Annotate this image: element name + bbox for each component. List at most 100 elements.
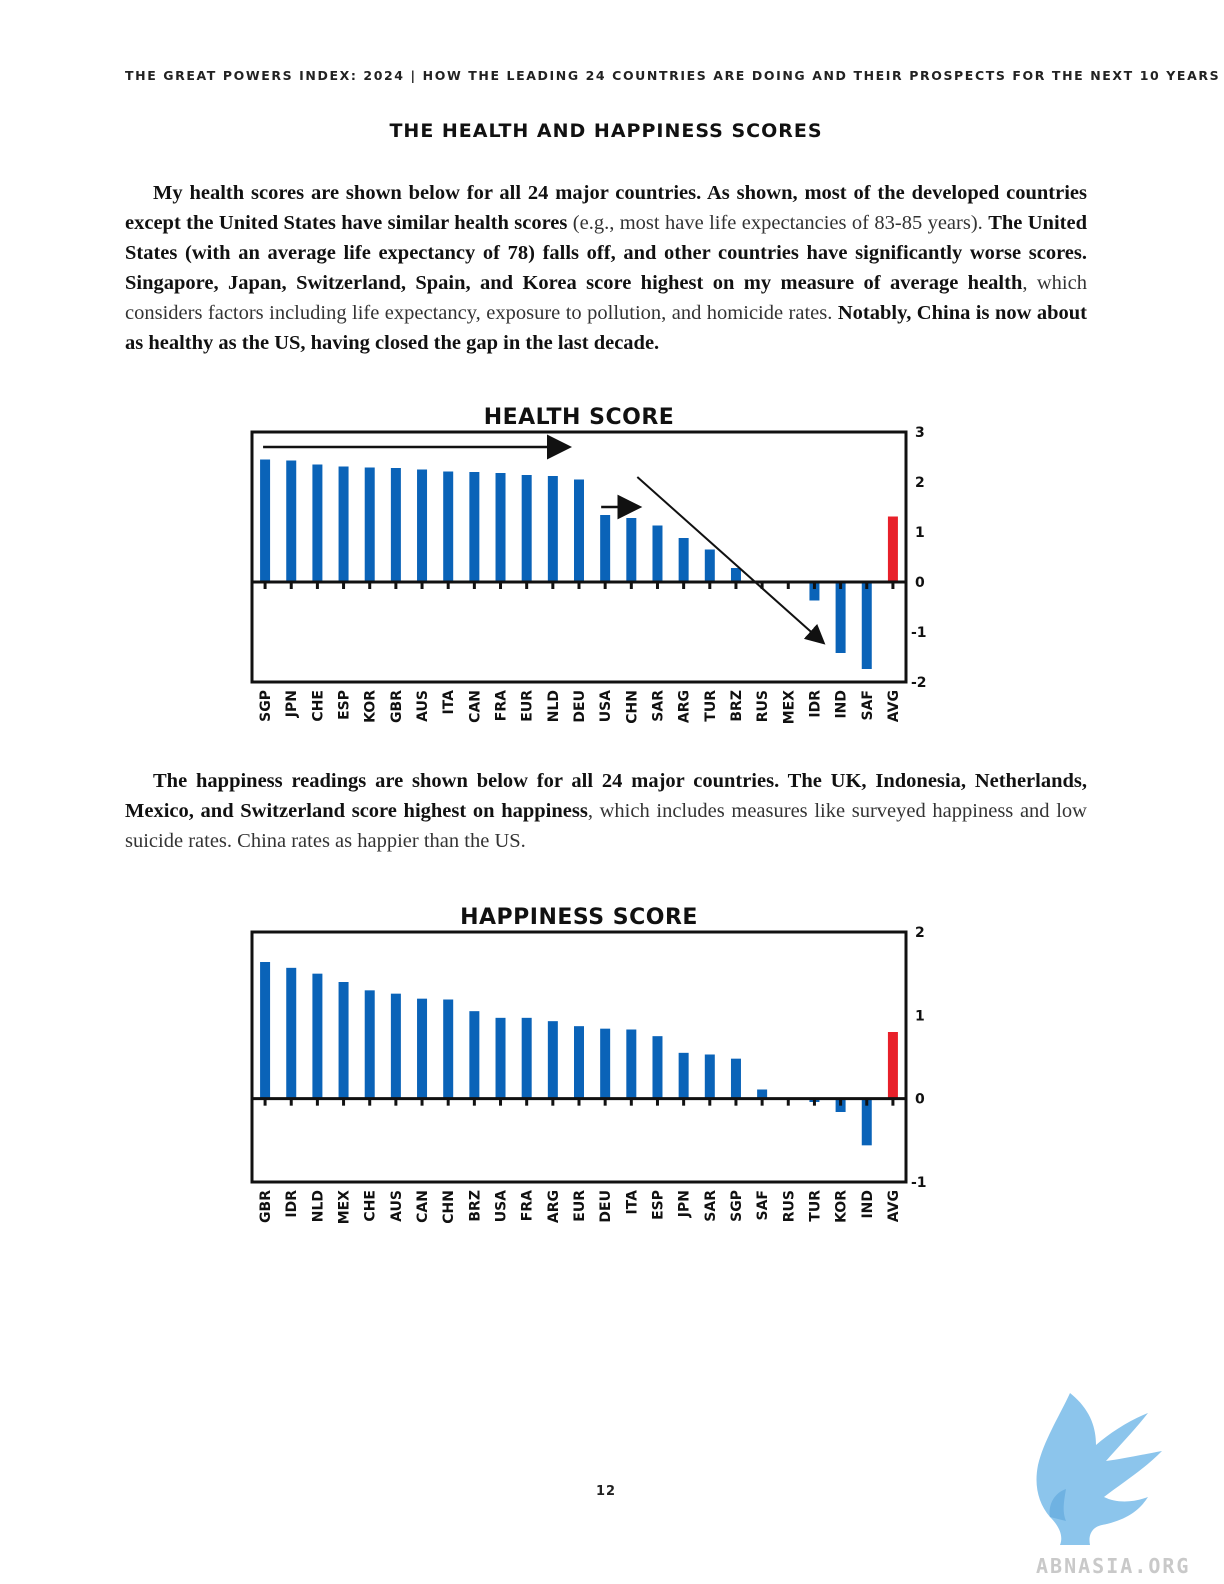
bar-chn [626, 518, 637, 582]
bar-usa [600, 515, 611, 582]
bar-arg [547, 1021, 558, 1099]
category-label: CHE [363, 1190, 379, 1222]
y-tick-label: 3 [915, 425, 925, 441]
health-paragraph: My health scores are shown below for all… [125, 178, 1087, 358]
health-score-chart: HEALTH SCORE SGP JPN CHE ESP KOR GBR AUS ITA CAN F… [0, 0, 1224, 765]
bar-chn [443, 999, 454, 1099]
bar-sar [652, 525, 663, 582]
category-label: SGP [729, 1190, 745, 1222]
bar-eur [574, 1026, 584, 1099]
bar-gbr [390, 468, 401, 582]
bar-ind [861, 1098, 872, 1146]
bar-idr [286, 967, 297, 1099]
bar-che [364, 990, 375, 1099]
happiness-score-chart-svg: HAPPINESS SCORE GBR IDR NLD MEX CHE AUS CAN CHN B… [250, 905, 927, 1224]
category-label: IND [834, 690, 850, 719]
bar-mex [338, 982, 349, 1099]
bar-eur [521, 475, 532, 582]
category-label: DEU [572, 690, 588, 723]
y-tick-label: 0 [915, 1092, 925, 1108]
category-label: FRA [520, 1190, 536, 1221]
category-label: EUR [520, 690, 536, 722]
bar-deu [574, 479, 584, 582]
bar-sgp [260, 459, 271, 582]
bar-nld [547, 476, 558, 582]
category-label: KOR [834, 1190, 850, 1223]
category-label: ITA [624, 1190, 640, 1215]
health-paragraph-bold-2: The United States (with an average life … [125, 212, 1087, 294]
health-paragraph-bold-3: Notably, China is now about as healthy a… [125, 302, 1087, 354]
category-label: SAR [650, 690, 666, 722]
category-label: AUS [415, 690, 431, 722]
category-label: NLD [310, 1190, 326, 1222]
bar-deu [600, 1028, 611, 1099]
category-label: DEU [598, 1190, 614, 1223]
decline-arrow [636, 476, 826, 645]
category-label: TUR [703, 690, 719, 722]
bar-idr [809, 582, 820, 601]
bar-tur [704, 549, 715, 582]
happiness-score-chart: HAPPINESS SCORE GBR IDR NLD MEX CHE AUS CAN CHN B… [250, 905, 927, 1224]
bar-fra [495, 473, 506, 582]
category-label: CHE [310, 690, 326, 722]
bar-esp [338, 466, 349, 582]
category-label: JPN [284, 690, 300, 718]
bar-brz [469, 1011, 480, 1099]
category-label: KOR [363, 690, 379, 723]
chart-title: HAPPINESS SCORE [460, 905, 698, 930]
bar-brz [730, 568, 741, 582]
bar-fra [521, 1017, 532, 1099]
bar-gbr [260, 962, 271, 1099]
y-tick-label: 1 [915, 525, 925, 541]
bar-usa [495, 1017, 506, 1099]
bar-sgp [730, 1058, 741, 1099]
category-label: BRZ [729, 690, 745, 722]
bar-avg [887, 516, 898, 582]
bar-kor [364, 467, 375, 582]
category-label: TUR [807, 1190, 823, 1222]
category-label: GBR [258, 1190, 274, 1223]
happiness-paragraph-bold-1: The happiness readings are shown below f… [125, 770, 1087, 822]
bar-jpn [286, 460, 297, 582]
section-title: THE HEALTH AND HAPPINESS SCORES [389, 120, 823, 142]
bar-ita [626, 1029, 637, 1099]
bar-sar [704, 1054, 715, 1099]
category-label: JPN [677, 1190, 693, 1218]
y-tick-label: -1 [911, 625, 927, 641]
bar-ita [443, 471, 454, 582]
health-paragraph-text-1: (e.g., most have life expectancies of 83… [567, 212, 989, 234]
category-label: RUS [755, 690, 771, 722]
category-label: EUR [572, 1190, 588, 1222]
category-label: ARG [546, 1190, 562, 1223]
category-label: GBR [389, 690, 405, 723]
category-label: MEX [337, 1190, 353, 1224]
health-paragraph-bold-1: My health scores are shown below for all… [125, 182, 1087, 234]
watermark-logo [1036, 1393, 1162, 1545]
health-score-chart-svg: HEALTH SCORE SGP JPN CHE ESP KOR GBR AUS ITA CAN F… [250, 405, 927, 724]
plot-frame [250, 930, 908, 1184]
category-label: CHN [624, 690, 640, 724]
category-label: MEX [781, 690, 797, 724]
category-label: AVG [886, 690, 902, 722]
bar-can [469, 472, 480, 582]
category-label: CAN [415, 1190, 431, 1223]
category-label: BRZ [467, 1190, 483, 1222]
bar-aus [417, 469, 428, 582]
category-label: IDR [284, 1190, 300, 1218]
bar-ind [835, 582, 846, 653]
bar-che [312, 464, 323, 582]
category-label: ITA [441, 690, 457, 715]
category-label: SAF [755, 1190, 771, 1220]
category-label: IDR [807, 690, 823, 718]
y-tick-label: 0 [915, 575, 925, 591]
category-label: SAF [860, 690, 876, 720]
category-label: CHN [441, 1190, 457, 1224]
y-tick-label: -1 [911, 1175, 927, 1191]
y-tick-label: -2 [911, 675, 927, 691]
y-tick-label: 1 [915, 1008, 925, 1024]
bar-avg [887, 1032, 898, 1099]
category-label: AVG [886, 1190, 902, 1222]
category-label: CAN [467, 690, 483, 723]
bar-saf [861, 582, 872, 669]
y-tick-label: 2 [915, 925, 925, 941]
